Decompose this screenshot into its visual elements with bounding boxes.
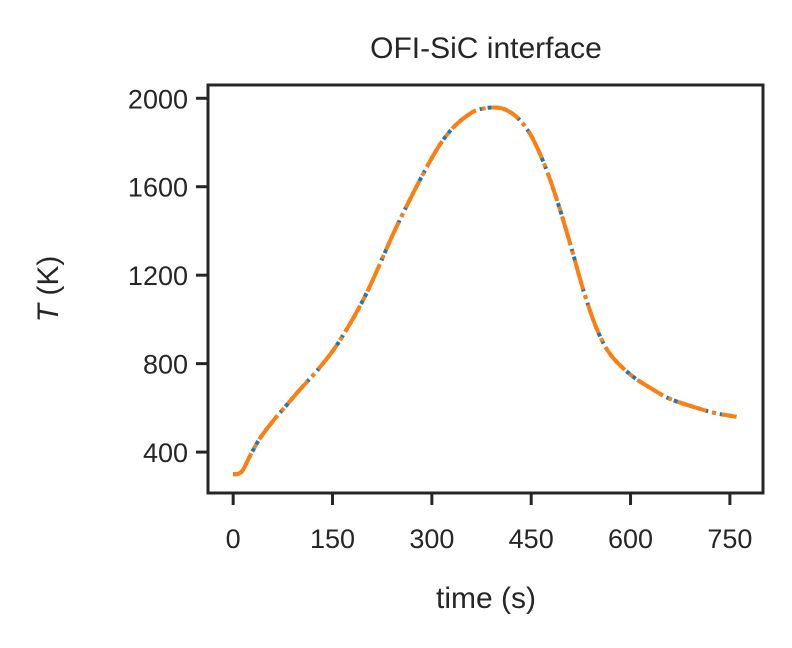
chart-title: OFI-SiC interface: [370, 32, 602, 65]
y-tick-label: 2000: [128, 84, 188, 114]
series-line-2: [233, 105, 737, 477]
y-ticks: 400 800 1200 1600 2000: [128, 84, 208, 468]
series-line-1: [233, 105, 737, 477]
series-layer: [233, 105, 737, 477]
x-axis-label: time (s): [436, 582, 536, 615]
x-tick-label: 300: [409, 524, 454, 554]
y-tick-label: 1200: [128, 261, 188, 291]
y-axis-label: T (K): [32, 256, 65, 323]
y-tick-label: 1600: [128, 173, 188, 203]
y-axis-label-symbol: T: [32, 301, 65, 322]
plot-frame: [206, 83, 765, 495]
x-tick-label: 750: [707, 524, 752, 554]
y-tick-label: 800: [143, 350, 188, 380]
x-tick-label: 450: [509, 524, 554, 554]
x-tick-label: 600: [608, 524, 653, 554]
x-ticks: 0 150 300 450 600 750: [226, 493, 752, 554]
y-axis-label-unit: (K): [32, 256, 65, 304]
y-tick-label: 400: [143, 438, 188, 468]
x-tick-label: 150: [310, 524, 355, 554]
x-tick-label: 0: [226, 524, 241, 554]
